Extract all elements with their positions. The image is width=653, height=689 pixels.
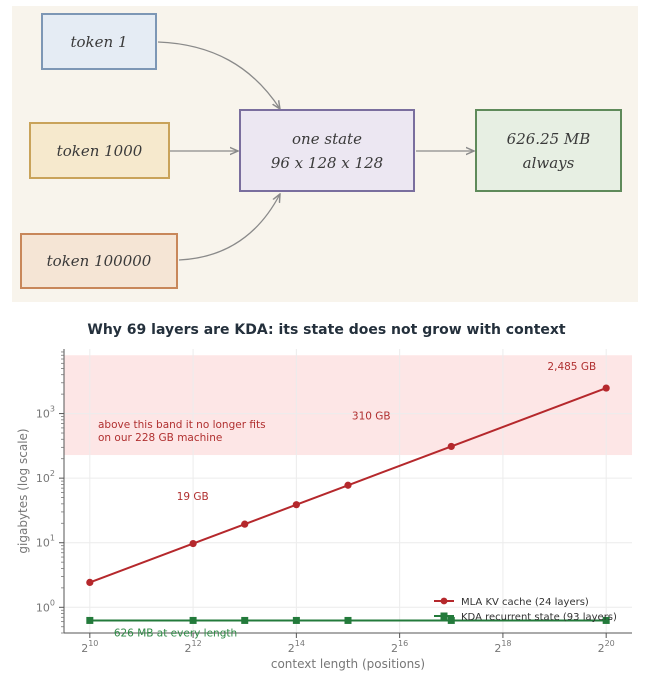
x-tick-label: 218 [494, 639, 511, 655]
state-title: one state [292, 129, 362, 148]
x-tick-label: 210 [81, 639, 98, 655]
token-1-node: token 1 [41, 13, 157, 70]
kda-data-point [241, 616, 249, 624]
no-fit-band [64, 355, 632, 456]
band-label: on our 228 GB machine [98, 432, 222, 444]
kda-data-point [86, 616, 94, 624]
token-1000-label: token 1000 [56, 141, 143, 160]
x-tick-label: 214 [288, 639, 305, 655]
memory-size: 626.25 MB [506, 129, 591, 148]
mla-legend-marker [440, 597, 448, 605]
kda-data-point [344, 616, 352, 624]
mla-data-point [189, 539, 197, 548]
state-dimensions: 96 x 128 x 128 [270, 153, 384, 172]
kda-data-point [602, 616, 610, 624]
mla-310-label: 310 GB [352, 410, 391, 422]
token-1000-node: token 1000 [29, 122, 170, 179]
token-100000-label: token 100000 [46, 252, 152, 270]
memory-node: 626.25 MB always [475, 109, 622, 192]
mla-legend-label: MLA KV cache (24 layers) [461, 597, 589, 608]
mla-19-label: 19 GB [177, 491, 209, 503]
token-1-label: token 1 [70, 32, 128, 51]
mla-data-point [86, 578, 94, 587]
kda-legend-marker [440, 612, 448, 620]
kda-data-point [447, 616, 455, 624]
y-axis-label: gigabytes (log scale) [16, 428, 30, 553]
mla-data-point [241, 520, 249, 528]
flow-diagram: token 1 token 1000 token 100000 one stat… [12, 6, 638, 302]
diagram-arrows [157, 41, 638, 261]
x-tick-label: 212 [185, 639, 202, 655]
kda-data-point [189, 616, 197, 624]
mla-data-point [602, 384, 610, 392]
x-axis-label: context length (positions) [271, 657, 425, 671]
chart-title: Why 69 layers are KDA: its state does no… [87, 322, 566, 338]
y-tick-label: 103 [36, 405, 55, 421]
mla-data-point [292, 501, 300, 509]
y-tick-label: 101 [36, 534, 55, 550]
memory-always: always [522, 153, 575, 172]
token-100000-node: token 100000 [20, 233, 178, 289]
y-tick-label: 100 [36, 598, 55, 614]
x-tick-label: 220 [598, 639, 615, 655]
y-tick-label: 102 [36, 469, 55, 485]
arrow-token100000-to-state [178, 194, 280, 261]
band-label: above this band it no longer fits [98, 419, 266, 431]
kda-constant-label: 626 MB at every length [114, 627, 237, 639]
mla-peak-label: 2,485 GB [547, 361, 596, 373]
arrow-token1-to-state [157, 41, 280, 109]
x-tick-label: 216 [391, 639, 408, 655]
state-node: one state 96 x 128 x 128 [239, 109, 415, 192]
mla-data-point [344, 481, 352, 489]
mla-data-point [447, 442, 455, 451]
kda-data-point [292, 616, 300, 624]
kda-legend-label: KDA recurrent state (93 layers) [461, 612, 617, 623]
